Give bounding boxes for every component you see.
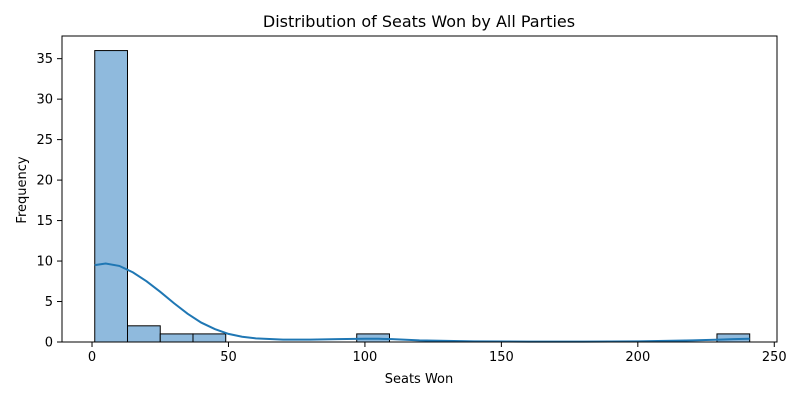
plot-area-frame xyxy=(61,35,778,343)
histogram-bar-2 xyxy=(159,333,194,343)
y-tick-label: 5 xyxy=(45,295,53,310)
x-tick-label: 250 xyxy=(762,350,787,365)
y-tick-label: 15 xyxy=(36,214,53,229)
y-axis-ticks: 0 5 10 15 20 25 30 35 xyxy=(36,52,62,351)
x-tick-label: 100 xyxy=(353,350,378,365)
y-tick-label: 0 xyxy=(45,336,53,351)
y-tick-label: 25 xyxy=(36,133,53,148)
y-axis-label: Frequency xyxy=(15,156,30,223)
y-tick-label: 35 xyxy=(36,52,53,67)
x-axis-label: Seats Won xyxy=(385,372,454,387)
histogram-bar-0 xyxy=(94,50,128,343)
y-tick-label: 10 xyxy=(36,255,53,270)
x-tick-label: 0 xyxy=(88,350,96,365)
chart-title: Distribution of Seats Won by All Parties xyxy=(263,12,575,31)
x-tick-label: 150 xyxy=(489,350,514,365)
x-tick-label: 200 xyxy=(625,350,650,365)
y-tick-label: 30 xyxy=(36,93,53,108)
x-tick-label: 50 xyxy=(220,350,237,365)
histogram-bar-1 xyxy=(126,325,161,343)
y-tick-label: 20 xyxy=(36,174,53,189)
bars-group xyxy=(94,50,751,343)
x-axis-ticks: 0 50 100 150 200 250 xyxy=(88,342,787,365)
histogram-bar-3 xyxy=(192,333,227,343)
kde-curve xyxy=(94,262,750,343)
